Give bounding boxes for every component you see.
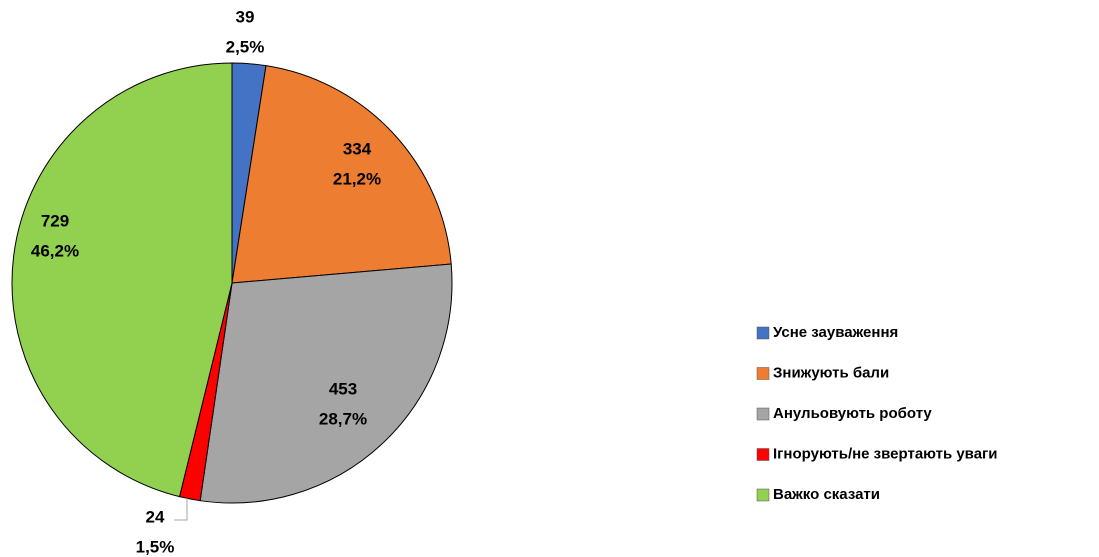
pie-slice (11, 62, 233, 498)
legend-label: Важко сказати (773, 486, 880, 503)
percent-label: 46,2% (31, 241, 79, 260)
percent-label: 2,5% (226, 37, 265, 56)
value-label: 24 (146, 507, 165, 526)
leader-line (174, 498, 188, 521)
legend-swatch (756, 367, 770, 380)
value-label: 453 (329, 379, 357, 398)
legend-label: Знижують бали (773, 364, 889, 381)
pie-slice (199, 263, 453, 504)
legend-label: Анульовують роботу (773, 405, 932, 422)
legend-swatch (756, 407, 770, 421)
legend-swatch (756, 326, 770, 340)
legend-label: Ігнорують/не звертають уваги (773, 445, 998, 462)
value-label: 334 (343, 139, 372, 158)
percent-label: 28,7% (319, 409, 367, 428)
value-label: 729 (41, 211, 69, 230)
pie-slice (231, 65, 452, 284)
legend-swatch (756, 448, 770, 461)
value-label: 39 (236, 7, 255, 26)
percent-label: 1,5% (136, 537, 175, 556)
legend-label: Усне зауваження (773, 324, 898, 341)
legend-swatch (756, 488, 770, 502)
percent-label: 21,2% (333, 169, 381, 188)
